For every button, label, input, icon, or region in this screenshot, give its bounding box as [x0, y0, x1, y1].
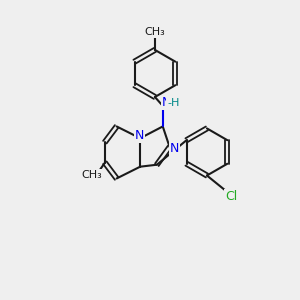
Text: CH₃: CH₃ — [82, 169, 103, 179]
Text: CH₃: CH₃ — [145, 27, 165, 37]
Text: Cl: Cl — [225, 190, 238, 202]
Text: N: N — [134, 129, 144, 142]
Text: N: N — [170, 142, 179, 154]
Text: -H: -H — [167, 98, 180, 108]
Text: N: N — [162, 96, 171, 110]
